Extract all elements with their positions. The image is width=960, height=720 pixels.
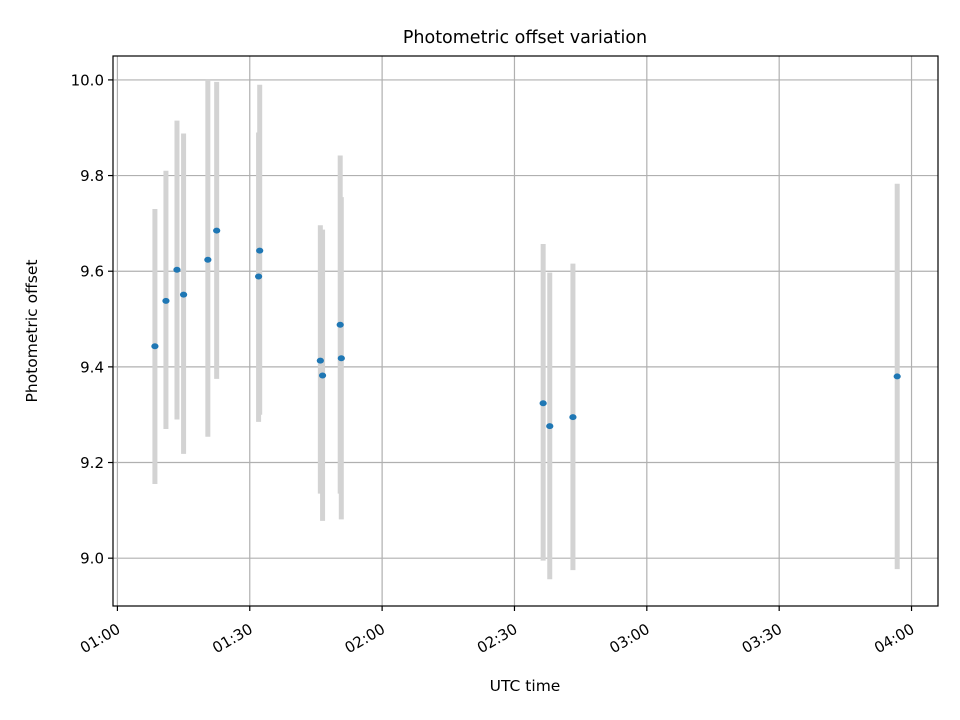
data-point bbox=[162, 297, 170, 304]
y-tick-label: 9.2 bbox=[80, 454, 104, 472]
data-point bbox=[318, 372, 327, 379]
y-tick-label: 9.8 bbox=[80, 167, 104, 185]
y-tick-label: 9.6 bbox=[80, 263, 104, 281]
data-point bbox=[173, 266, 181, 273]
data-point bbox=[336, 321, 344, 328]
data-point bbox=[179, 291, 188, 298]
data-points bbox=[151, 227, 901, 430]
y-tick-label: 9.4 bbox=[80, 358, 104, 376]
data-point bbox=[151, 343, 159, 350]
y-tick-label: 10.0 bbox=[71, 71, 104, 89]
data-point bbox=[316, 357, 324, 364]
x-axis-label: UTC time bbox=[490, 677, 561, 695]
axes-frame bbox=[112, 55, 939, 607]
data-point bbox=[204, 256, 212, 263]
grid bbox=[113, 56, 938, 606]
data-point bbox=[213, 227, 221, 234]
data-point bbox=[254, 273, 263, 280]
chart-title: Photometric offset variation bbox=[403, 28, 647, 48]
data-point bbox=[337, 355, 345, 362]
data-point bbox=[893, 373, 901, 380]
y-axis-ticks: 9.0 9.2 9.4 9.6 9.8 10.0 bbox=[71, 71, 113, 568]
y-tick-label: 9.0 bbox=[80, 550, 104, 568]
data-point bbox=[569, 414, 577, 421]
data-point bbox=[539, 400, 547, 407]
data-point bbox=[256, 247, 264, 254]
y-axis-label: Photometric offset bbox=[23, 260, 41, 403]
data-point bbox=[546, 423, 554, 430]
